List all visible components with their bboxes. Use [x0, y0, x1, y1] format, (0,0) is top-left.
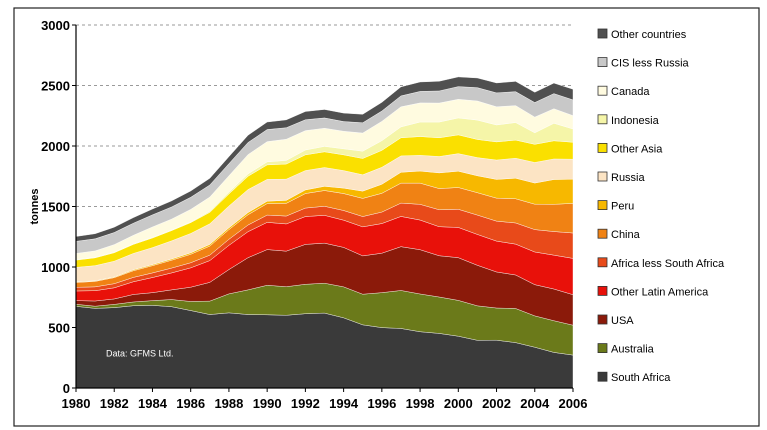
area-other-countries [75, 76, 574, 242]
x-tick-label: 1998 [406, 396, 435, 411]
legend-swatch-australia [597, 343, 608, 354]
stacked-areas [75, 76, 574, 389]
legend-swatch-cis-less-russia [597, 57, 608, 67]
legend-label-peru: Peru [611, 201, 634, 213]
x-tick-label: 1986 [176, 396, 205, 411]
x-tick-label: 2006 [559, 396, 588, 411]
legend-label-usa: USA [611, 315, 634, 327]
legend-label-other-asia: Other Asia [611, 143, 663, 155]
x-tick-label: 1984 [138, 396, 168, 411]
y-tick-label: 1500 [41, 200, 70, 215]
y-axis-label: tonnes [29, 188, 41, 224]
legend-swatch-peru [597, 200, 608, 211]
legend-label-indonesia: Indonesia [611, 115, 660, 127]
legend-label-other-latin-america: Other Latin America [611, 286, 709, 298]
legend-label-other-countries: Other countries [611, 29, 687, 41]
x-tick-label: 1982 [100, 396, 129, 411]
legend-swatch-indonesia [597, 114, 608, 125]
x-tick-label: 1980 [62, 396, 91, 411]
y-tick-label: 0 [63, 381, 70, 396]
legend-label-china: China [611, 229, 641, 241]
x-tick-label: 2002 [482, 396, 511, 411]
legend-swatch-other-latin-america [597, 285, 608, 296]
x-tick-label: 1988 [214, 396, 243, 411]
legend-swatch-africa-less-south-africa [597, 257, 608, 268]
legend-label-south-africa: South Africa [611, 372, 671, 384]
x-tick-label: 1990 [253, 396, 282, 411]
x-tick-label: 2000 [444, 396, 473, 411]
legend-swatch-other-asia [597, 142, 608, 153]
y-tick-label: 2000 [41, 139, 70, 154]
legend: Other countries CIS less Russia Canada Indo… [597, 28, 725, 384]
legend-swatch-south-africa [597, 371, 608, 382]
legend-swatch-russia [597, 171, 608, 182]
x-tick-label: 1994 [329, 396, 359, 411]
axes: 0 500 1000 1500 2000 2500 3000 1980 1982 1984 1986… [41, 18, 587, 411]
y-tick-label: 500 [48, 321, 70, 336]
legend-label-canada: Canada [611, 86, 650, 98]
legend-swatch-other-countries [597, 28, 608, 39]
legend-swatch-usa [597, 314, 608, 325]
legend-swatch-canada [597, 85, 608, 96]
x-tick-label: 1996 [367, 396, 396, 411]
data-source-note: Data: GFMS Ltd. [106, 349, 174, 359]
legend-label-russia: Russia [611, 172, 646, 184]
y-tick-label: 2500 [41, 79, 70, 94]
legend-label-australia: Australia [611, 344, 655, 356]
y-tick-label: 3000 [41, 18, 70, 33]
x-tick-label: 2004 [520, 396, 550, 411]
legend-swatch-china [597, 228, 608, 239]
x-tick-label: 1992 [291, 396, 320, 411]
y-tick-label: 1000 [41, 260, 70, 275]
legend-label-africa-less-south-africa: Africa less South Africa [611, 258, 725, 270]
legend-label-cis-less-russia: CIS less Russia [611, 58, 690, 70]
